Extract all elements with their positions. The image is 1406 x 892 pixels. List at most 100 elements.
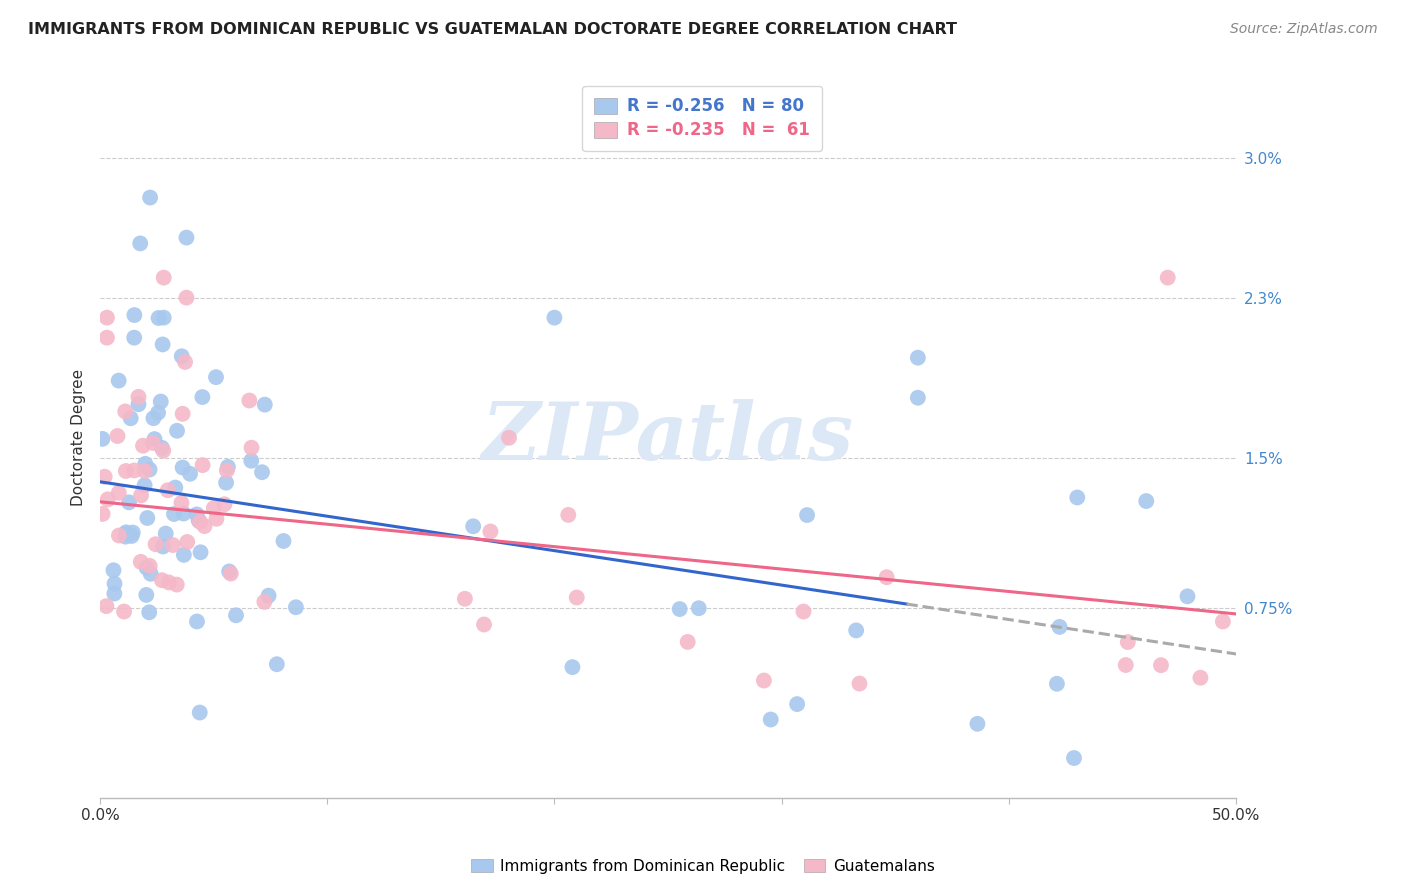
Point — [138, 605, 160, 619]
Point — [166, 577, 188, 591]
Point — [1049, 620, 1071, 634]
Point — [152, 270, 174, 285]
Legend: R = -0.256   N = 80, R = -0.235   N =  61: R = -0.256 N = 80, R = -0.235 N = 61 — [582, 86, 823, 151]
Point — [193, 519, 215, 533]
Point — [129, 555, 152, 569]
Point — [454, 591, 477, 606]
Point — [152, 443, 174, 458]
Point — [225, 608, 247, 623]
Point — [127, 397, 149, 411]
Point — [145, 537, 167, 551]
Point — [152, 310, 174, 325]
Point — [188, 515, 211, 529]
Point — [1046, 677, 1069, 691]
Point — [1150, 658, 1173, 673]
Point — [135, 588, 157, 602]
Point — [668, 602, 690, 616]
Point — [174, 355, 197, 369]
Point — [1115, 658, 1137, 673]
Point — [253, 595, 276, 609]
Point — [172, 407, 194, 421]
Point — [1116, 635, 1139, 649]
Point — [472, 617, 495, 632]
Point — [127, 390, 149, 404]
Point — [132, 439, 155, 453]
Point — [152, 337, 174, 351]
Point — [170, 496, 193, 510]
Point — [876, 570, 898, 584]
Point — [250, 465, 273, 479]
Text: IMMIGRANTS FROM DOMINICAN REPUBLIC VS GUATEMALAN DOCTORATE DEGREE CORRELATION CH: IMMIGRANTS FROM DOMINICAN REPUBLIC VS GU… — [28, 22, 957, 37]
Point — [156, 483, 179, 498]
Point — [114, 404, 136, 418]
Point — [115, 464, 138, 478]
Point — [138, 462, 160, 476]
Point — [114, 530, 136, 544]
Point — [115, 525, 138, 540]
Point — [205, 370, 228, 384]
Point — [162, 538, 184, 552]
Point — [186, 615, 208, 629]
Point — [108, 528, 131, 542]
Point — [91, 507, 114, 521]
Point — [136, 511, 159, 525]
Point — [752, 673, 775, 688]
Point — [179, 467, 201, 481]
Point — [215, 463, 238, 477]
Point — [191, 458, 214, 472]
Y-axis label: Doctorate Degree: Doctorate Degree — [72, 369, 86, 507]
Point — [176, 291, 198, 305]
Point — [498, 431, 520, 445]
Point — [150, 441, 173, 455]
Point — [120, 411, 142, 425]
Point — [688, 601, 710, 615]
Point — [1063, 751, 1085, 765]
Point — [118, 495, 141, 509]
Point — [97, 492, 120, 507]
Point — [173, 507, 195, 521]
Point — [796, 508, 818, 522]
Point — [215, 475, 238, 490]
Point — [205, 512, 228, 526]
Point — [463, 519, 485, 533]
Point — [142, 436, 165, 450]
Point — [103, 576, 125, 591]
Point — [152, 540, 174, 554]
Point — [188, 706, 211, 720]
Point — [219, 566, 242, 581]
Point — [676, 635, 699, 649]
Point — [966, 716, 988, 731]
Point — [146, 406, 169, 420]
Point — [186, 508, 208, 522]
Point — [134, 464, 156, 478]
Point — [114, 526, 136, 541]
Point — [112, 605, 135, 619]
Point — [148, 310, 170, 325]
Point — [149, 394, 172, 409]
Point — [217, 459, 239, 474]
Point — [103, 563, 125, 577]
Point — [163, 507, 186, 521]
Point — [187, 514, 209, 528]
Point — [170, 349, 193, 363]
Point — [138, 558, 160, 573]
Point — [1177, 590, 1199, 604]
Text: ZIPatlas: ZIPatlas — [482, 399, 853, 476]
Point — [792, 605, 814, 619]
Point — [176, 230, 198, 244]
Point — [240, 454, 263, 468]
Point — [1212, 615, 1234, 629]
Point — [238, 393, 260, 408]
Legend: Immigrants from Dominican Republic, Guatemalans: Immigrants from Dominican Republic, Guat… — [465, 853, 941, 880]
Point — [479, 524, 502, 539]
Point — [845, 624, 868, 638]
Point — [107, 485, 129, 500]
Point — [240, 441, 263, 455]
Point — [103, 586, 125, 600]
Point — [1066, 491, 1088, 505]
Point — [1157, 270, 1180, 285]
Point — [786, 697, 808, 711]
Point — [93, 469, 115, 483]
Point — [284, 600, 307, 615]
Point — [96, 331, 118, 345]
